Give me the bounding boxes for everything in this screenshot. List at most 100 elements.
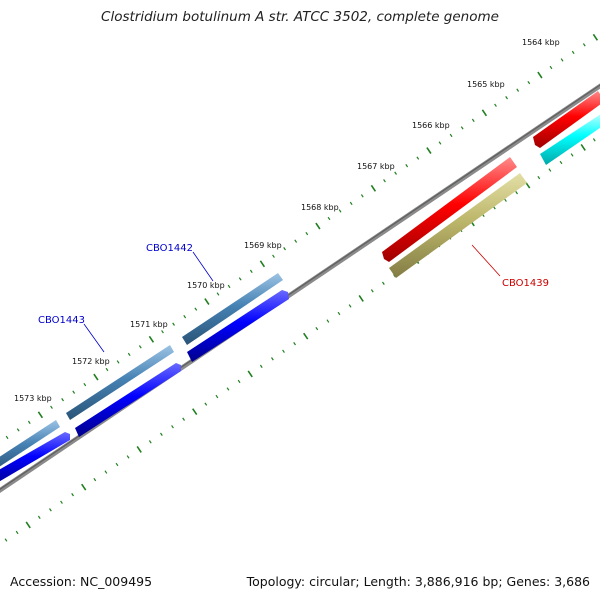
scale-tick-major (81, 483, 87, 491)
scale-tick-minor (194, 307, 198, 311)
scale-tick-minor (460, 126, 464, 130)
scale-tick-major (37, 411, 44, 419)
scale-tick-major (592, 33, 599, 41)
scale-tick-minor (405, 163, 409, 168)
scale-tick-minor (548, 168, 552, 172)
scale-tick-major (247, 370, 253, 378)
scale-tick-minor (370, 289, 374, 293)
scale-tick-major (25, 521, 31, 529)
scale-tick-major (148, 335, 155, 343)
scale-tick-minor (505, 96, 508, 100)
scale-tick-minor (515, 191, 518, 195)
scale-tick-minor (592, 138, 596, 142)
scale-tick-minor (37, 515, 41, 520)
scale-tick-minor (238, 277, 242, 281)
scale-tick-minor (49, 508, 52, 512)
feature-blue-left[interactable] (0, 432, 70, 487)
scale-tick-minor (249, 269, 253, 274)
scale-tick-minor (160, 432, 163, 436)
scale-ticks-outer (5, 33, 599, 440)
genome-summary-text: Topology: circular; Length: 3,886,916 bp… (246, 574, 590, 589)
scale-tick-minor (571, 50, 575, 55)
scale-tick-minor (172, 322, 175, 326)
scale-tick-minor (537, 175, 541, 180)
scale-tick-minor (116, 360, 120, 364)
feature-steelblue-cbo1442[interactable] (182, 273, 283, 345)
scale-tick-major (303, 332, 309, 340)
scale-tick-minor (4, 538, 8, 542)
scale-tick-major (358, 294, 364, 302)
scale-tick-minor (171, 425, 174, 429)
scale-tick-minor (315, 326, 319, 331)
kbp-label: 1565 kbp (467, 80, 505, 89)
scale-tick-minor (127, 352, 131, 357)
scale-tick-minor (227, 284, 231, 289)
gene-label-text: CBO1443 (38, 315, 85, 326)
scale-tick-minor (138, 345, 142, 349)
feature-steelblue-left[interactable] (0, 420, 60, 473)
kbp-label: 1571 kbp (130, 320, 168, 329)
gene-label-cbo1443[interactable]: CBO1443 (38, 315, 105, 353)
scale-tick-minor (126, 455, 130, 459)
feature-red-upper-right[interactable] (533, 91, 600, 148)
feature-red-cbo1439[interactable] (382, 157, 517, 262)
scale-tick-minor (5, 435, 9, 440)
scale-tick-minor (326, 319, 330, 323)
scale-tick-minor (83, 382, 87, 387)
scale-tick-minor (338, 209, 342, 213)
scale-tick-minor (382, 281, 385, 285)
scale-ticks-inner (4, 138, 596, 542)
scale-tick-minor (271, 357, 274, 361)
scale-tick-minor (294, 239, 298, 243)
feature-khaki-cbo1439[interactable] (389, 173, 527, 278)
scale-tick-minor (305, 231, 309, 236)
scale-tick-minor (72, 390, 76, 394)
scale-tick-major (136, 445, 142, 453)
scale-tick-major (93, 373, 99, 381)
scale-tick-major (370, 184, 377, 192)
scale-tick-minor (582, 43, 586, 47)
scale-tick-minor (394, 171, 397, 175)
scale-tick-minor (560, 58, 564, 62)
scale-tick-minor (438, 141, 442, 145)
scale-tick-minor (93, 477, 97, 482)
scale-tick-minor (105, 367, 109, 372)
scale-tick-minor (494, 103, 497, 107)
scale-tick-minor (348, 304, 352, 308)
scale-labels: 1564 kbp 1565 kbp 1566 kbp 1567 kbp 1568… (14, 38, 560, 403)
scale-tick-minor (60, 500, 63, 504)
scale-tick-minor (449, 133, 453, 138)
feature-steelblue-cbo1443[interactable] (66, 345, 174, 420)
scale-tick-major (315, 222, 321, 230)
scale-tick-minor (360, 194, 364, 198)
scale-tick-major (426, 147, 432, 154)
scale-tick-minor (161, 330, 164, 334)
scale-tick-major (481, 109, 488, 117)
scale-tick-major (580, 143, 586, 151)
scale-tick-minor (349, 201, 353, 206)
scale-tick-minor (27, 420, 31, 425)
scale-tick-minor (16, 428, 20, 432)
kbp-label: 1566 kbp (412, 121, 450, 130)
map-title: Clostridium botulinum A str. ATCC 3502, … (101, 9, 499, 25)
scale-tick-minor (549, 65, 553, 70)
gene-label-cbo1439[interactable]: CBO1439 (471, 244, 549, 289)
feature-blue-middle[interactable] (75, 363, 181, 437)
gene-label-cbo1442[interactable]: CBO1442 (146, 243, 214, 282)
scale-tick-minor (226, 387, 230, 391)
scale-tick-minor (559, 160, 563, 165)
kbp-label: 1573 kbp (14, 394, 52, 403)
scale-tick-minor (237, 379, 241, 384)
feature-cyan-upper-right[interactable] (540, 112, 600, 165)
scale-tick-minor (148, 440, 152, 444)
scale-tick-minor (71, 493, 74, 497)
kbp-label: 1567 kbp (357, 162, 395, 171)
scale-tick-minor (293, 342, 296, 346)
scale-tick-minor (282, 349, 285, 353)
scale-tick-minor (337, 311, 341, 316)
scale-tick-minor (182, 417, 185, 421)
feature-blue-right[interactable] (187, 290, 289, 362)
scale-tick-minor (183, 314, 187, 319)
